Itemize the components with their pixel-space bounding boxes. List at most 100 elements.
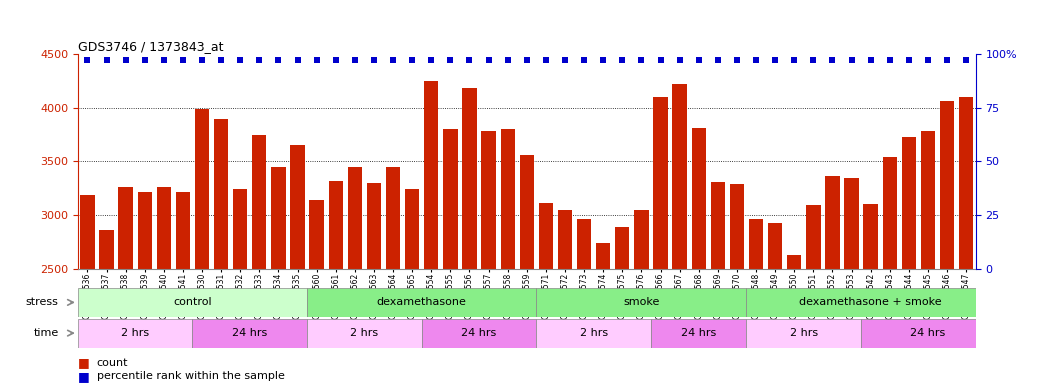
Bar	[443, 129, 458, 384]
Point	[538, 57, 554, 63]
Point	[690, 57, 707, 63]
Text: 24 hrs: 24 hrs	[681, 328, 716, 338]
Bar	[557, 210, 572, 384]
Text: 24 hrs: 24 hrs	[462, 328, 496, 338]
Bar	[537, 319, 651, 348]
Point	[231, 57, 248, 63]
Bar	[100, 230, 114, 384]
Bar	[537, 288, 746, 317]
Bar	[730, 184, 744, 384]
Text: ■: ■	[78, 370, 89, 383]
Bar	[862, 319, 994, 348]
Text: 2 hrs: 2 hrs	[579, 328, 607, 338]
Bar	[386, 167, 401, 384]
Bar	[348, 167, 362, 384]
Bar	[462, 88, 476, 384]
Point	[461, 57, 477, 63]
Point	[614, 57, 631, 63]
Point	[901, 57, 918, 63]
Bar	[307, 319, 421, 348]
Point	[308, 57, 325, 63]
Point	[767, 57, 784, 63]
Point	[290, 57, 306, 63]
Bar	[653, 97, 667, 384]
Bar	[577, 219, 592, 384]
Point	[958, 57, 975, 63]
Point	[385, 57, 402, 63]
Point	[422, 57, 439, 63]
Bar	[902, 137, 916, 384]
Bar	[78, 319, 192, 348]
Bar	[939, 101, 954, 384]
Point	[327, 57, 344, 63]
Bar	[425, 81, 438, 384]
Point	[938, 57, 955, 63]
Point	[174, 57, 191, 63]
Point	[710, 57, 727, 63]
Point	[99, 57, 115, 63]
Bar	[500, 129, 515, 384]
Bar	[329, 180, 343, 384]
Bar	[118, 187, 133, 384]
Bar	[520, 155, 534, 384]
Text: 24 hrs: 24 hrs	[233, 328, 268, 338]
Point	[881, 57, 898, 63]
Text: 2 hrs: 2 hrs	[351, 328, 379, 338]
Point	[213, 57, 229, 63]
Point	[786, 57, 802, 63]
Bar	[291, 145, 305, 384]
Text: time: time	[33, 328, 59, 338]
Text: control: control	[173, 297, 212, 308]
Bar	[634, 210, 649, 384]
Point	[672, 57, 688, 63]
Point	[79, 57, 95, 63]
Point	[920, 57, 936, 63]
Point	[595, 57, 611, 63]
Bar	[768, 223, 783, 384]
Bar	[748, 219, 763, 384]
Bar	[746, 288, 994, 317]
Text: stress: stress	[26, 297, 59, 308]
Bar	[882, 157, 897, 384]
Point	[117, 57, 134, 63]
Text: count: count	[97, 358, 128, 368]
Point	[156, 57, 172, 63]
Point	[499, 57, 516, 63]
Bar	[80, 195, 94, 384]
Point	[251, 57, 268, 63]
Point	[729, 57, 745, 63]
Bar	[787, 255, 801, 384]
Bar	[307, 288, 537, 317]
Text: percentile rank within the sample: percentile rank within the sample	[97, 371, 284, 381]
Bar	[596, 243, 610, 384]
Bar	[959, 97, 974, 384]
Text: smoke: smoke	[623, 297, 659, 308]
Point	[747, 57, 764, 63]
Bar	[539, 203, 553, 384]
Bar	[482, 131, 496, 384]
Bar	[746, 319, 862, 348]
Point	[136, 57, 153, 63]
Point	[442, 57, 459, 63]
Bar	[234, 189, 247, 384]
Point	[347, 57, 363, 63]
Bar	[691, 128, 706, 384]
Text: GDS3746 / 1373843_at: GDS3746 / 1373843_at	[78, 40, 223, 53]
Text: ■: ■	[78, 356, 89, 369]
Bar	[78, 288, 307, 317]
Bar	[825, 176, 840, 384]
Point	[404, 57, 420, 63]
Bar	[157, 187, 171, 384]
Point	[652, 57, 668, 63]
Point	[365, 57, 382, 63]
Text: dexamethasone + smoke: dexamethasone + smoke	[799, 297, 941, 308]
Bar	[138, 192, 152, 384]
Point	[194, 57, 211, 63]
Point	[805, 57, 822, 63]
Bar	[673, 84, 687, 384]
Point	[481, 57, 497, 63]
Point	[270, 57, 286, 63]
Bar	[271, 167, 285, 384]
Bar	[616, 227, 629, 384]
Text: dexamethasone: dexamethasone	[377, 297, 467, 308]
